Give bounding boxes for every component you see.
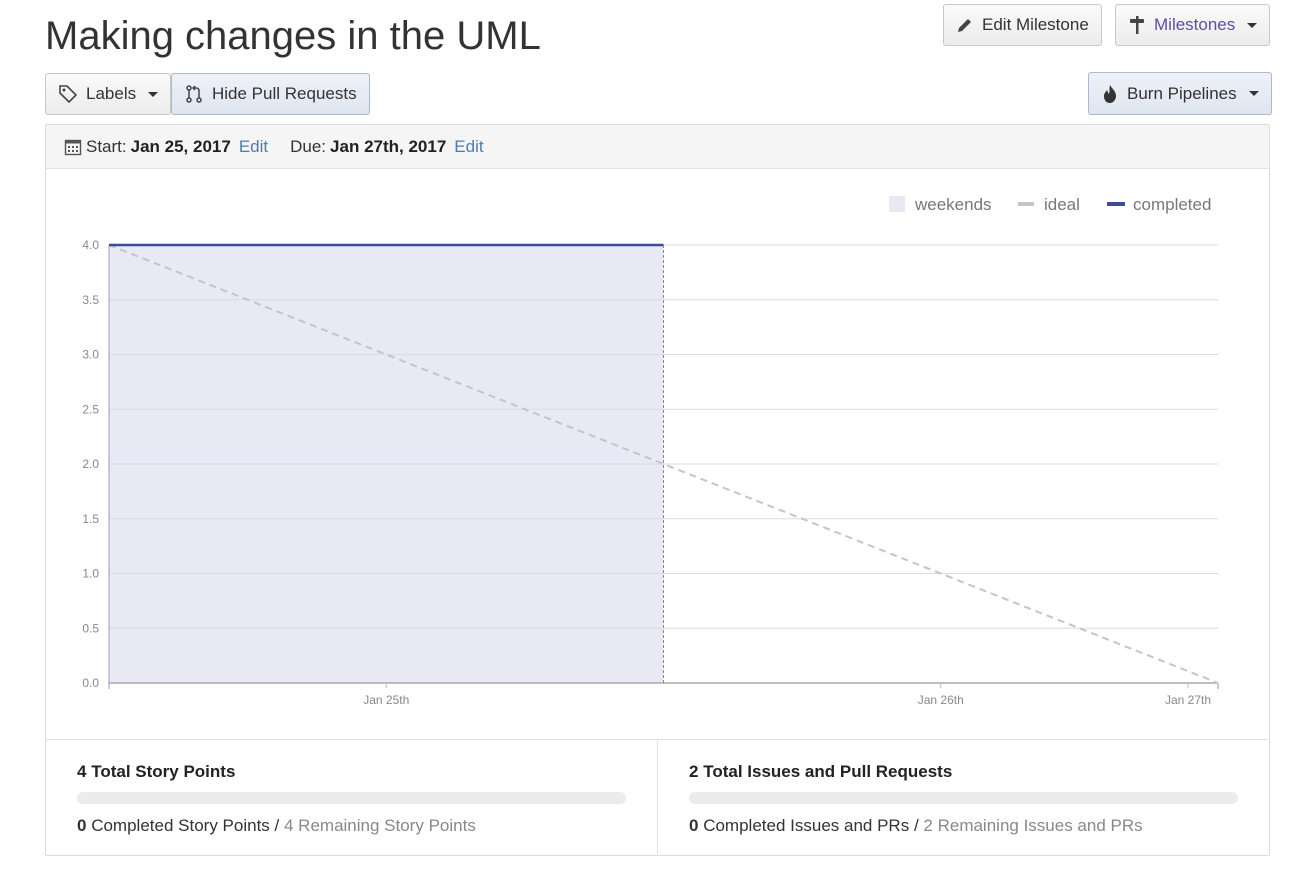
milestones-label: Milestones — [1154, 15, 1236, 34]
issues-progress-bar — [689, 792, 1238, 804]
total-story-points-count: 4 — [77, 762, 87, 781]
y-tick-label: 3.5 — [82, 293, 99, 307]
y-tick-label: 1.5 — [82, 512, 99, 526]
stats-row: 4 Total Story Points 0 Completed Story P… — [46, 739, 1269, 856]
x-tick-label: Jan 26th — [918, 693, 964, 707]
burn-pipelines-dropdown-button[interactable]: Burn Pipelines — [1088, 72, 1272, 115]
labels-label: Labels — [86, 84, 137, 103]
legend-label-ideal: ideal — [1044, 195, 1080, 214]
story-points-stat: 4 Total Story Points 0 Completed Story P… — [46, 740, 657, 856]
remaining-issues: 2 Remaining Issues and PRs — [923, 816, 1143, 835]
signpost-icon — [1130, 16, 1144, 34]
completed-story-points-count: 0 — [77, 816, 87, 835]
completed-issues-count: 0 — [689, 816, 699, 835]
hide-pull-requests-button[interactable]: Hide Pull Requests — [171, 73, 370, 115]
completed-issues-label: Completed Issues and PRs — [703, 816, 910, 835]
y-tick-label: 2.5 — [82, 402, 99, 416]
due-date: Jan 27th, 2017 — [330, 136, 447, 156]
total-issues-label: Total Issues and Pull Requests — [703, 762, 953, 781]
start-date: Jan 25, 2017 — [130, 136, 231, 156]
x-tick-label: Jan 25th — [363, 693, 409, 707]
legend-label-completed: completed — [1133, 195, 1211, 214]
remaining-story-points: 4 Remaining Story Points — [284, 816, 476, 835]
y-tick-label: 2.0 — [82, 457, 99, 471]
burndown-chart: 0.0 0.5 1.0 1.5 2.0 2.5 3.0 3.5 4.0 Jan 25th Jan 2… — [46, 169, 1269, 739]
edit-start-date-link[interactable]: Edit — [238, 136, 269, 156]
chevron-down-icon — [1247, 22, 1258, 28]
pull-request-icon — [186, 85, 202, 103]
hide-pull-requests-label: Hide Pull Requests — [212, 84, 357, 103]
y-tick-label: 4.0 — [82, 238, 99, 252]
separator: / — [913, 816, 919, 835]
due-label: Due: — [290, 136, 327, 156]
x-tick-label: Jan 27th — [1165, 693, 1211, 707]
separator: / — [274, 816, 280, 835]
chevron-down-icon — [148, 91, 159, 97]
milestone-dates-bar: Start: Jan 25, 2017 Edit Due: Jan 27th, … — [46, 125, 1269, 169]
milestones-dropdown-button[interactable]: Milestones — [1115, 4, 1271, 46]
issues-stat: 2 Total Issues and Pull Requests 0 Compl… — [657, 740, 1269, 856]
edit-due-date-link[interactable]: Edit — [454, 136, 484, 156]
calendar-icon — [64, 139, 82, 155]
issues-title: 2 Total Issues and Pull Requests — [689, 762, 1238, 782]
completed-story-points-label: Completed Story Points — [91, 816, 270, 835]
start-label: Start: — [86, 136, 127, 156]
page-title: Making changes in the UML — [45, 14, 541, 58]
edit-milestone-label: Edit Milestone — [982, 15, 1089, 34]
series-line-ideal — [108, 244, 1219, 684]
tag-icon — [59, 85, 78, 104]
burndown-chart-svg: 0.0 0.5 1.0 1.5 2.0 2.5 3.0 3.5 4.0 Jan 25th Jan 2… — [82, 195, 1219, 707]
edit-milestone-button[interactable]: Edit Milestone — [943, 4, 1102, 46]
story-points-summary: 0 Completed Story Points / 4 Remaining S… — [77, 816, 626, 836]
total-story-points-label: Total Story Points — [91, 762, 236, 781]
chevron-down-icon — [1248, 91, 1259, 96]
story-points-progress-bar — [77, 792, 626, 804]
burndown-panel: Start: Jan 25, 2017 Edit Due: Jan 27th, … — [45, 124, 1270, 856]
pencil-icon — [958, 19, 971, 32]
story-points-title: 4 Total Story Points — [77, 762, 626, 782]
legend-swatch-weekends — [889, 196, 905, 212]
flame-icon — [1104, 84, 1116, 103]
y-tick-label: 1.0 — [82, 567, 99, 581]
y-tick-label: 0.5 — [82, 621, 99, 635]
legend-label-weekends: weekends — [914, 195, 992, 214]
labels-dropdown-button[interactable]: Labels — [45, 73, 172, 115]
issues-summary: 0 Completed Issues and PRs / 2 Remaining… — [689, 816, 1238, 836]
y-tick-label: 0.0 — [82, 676, 99, 690]
burn-pipelines-label: Burn Pipelines — [1127, 83, 1237, 103]
y-tick-label: 3.0 — [82, 348, 99, 362]
total-issues-count: 2 — [689, 762, 699, 781]
